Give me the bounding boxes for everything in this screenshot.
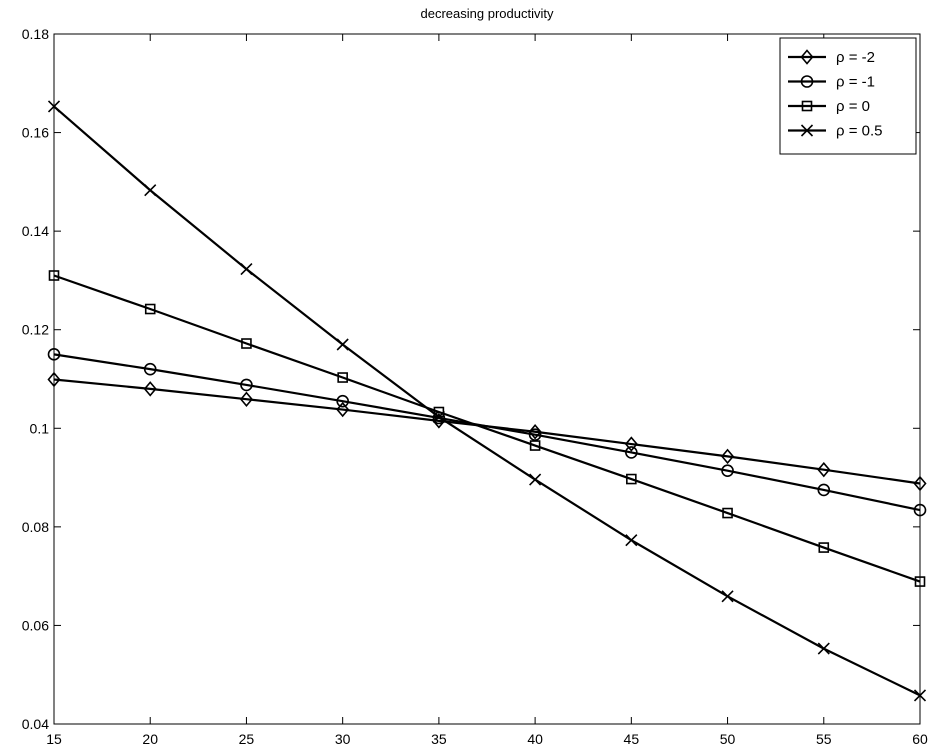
x-tick-label: 40: [527, 731, 543, 747]
data-point-circle: [528, 428, 542, 441]
legend-label: ρ = -1: [836, 74, 875, 91]
y-tick-label: 0.1: [30, 420, 50, 436]
data-point-circle: [47, 348, 61, 361]
data-point-circle: [817, 483, 831, 497]
data-point-diamond: [47, 371, 61, 388]
x-tick-label: 15: [46, 731, 62, 747]
x-tick-label: 20: [142, 731, 158, 747]
x-tick-label: 55: [816, 731, 832, 747]
data-point-x: [144, 184, 157, 197]
series-x: [47, 100, 927, 702]
data-point-x: [432, 410, 445, 424]
data-point-diamond: [239, 391, 253, 407]
y-tick-label: 0.12: [22, 322, 49, 338]
data-point-diamond: [913, 475, 927, 492]
data-point-square: [241, 338, 252, 349]
data-point-x: [625, 534, 638, 547]
data-point-diamond: [721, 448, 735, 465]
x-tick-label: 45: [624, 731, 640, 747]
legend-item: ρ = 0: [788, 98, 870, 115]
data-point-circle: [336, 394, 349, 408]
legend-label: ρ = -2: [836, 49, 875, 66]
series-line: [53, 378, 921, 485]
x-tick-label: 30: [335, 731, 351, 747]
y-tick-label: 0.06: [22, 617, 49, 633]
y-tick-label: 0.14: [22, 223, 49, 239]
data-point-diamond: [624, 436, 638, 452]
legend-marker-diamond: [800, 49, 814, 65]
data-point-square: [914, 576, 926, 587]
plot-area-frame: [53, 33, 921, 725]
series-line: [53, 353, 921, 512]
data-point-circle: [913, 503, 927, 517]
series-line: [53, 105, 921, 697]
x-tick-label: 25: [239, 731, 255, 747]
legend-label: ρ = 0.5: [836, 123, 882, 140]
legend-item: ρ = -1: [788, 74, 875, 91]
data-point-circle: [625, 446, 638, 459]
data-point-x: [47, 100, 61, 113]
legend: ρ = -2 ρ = -1 ρ = 0 ρ = 0.5: [779, 37, 917, 155]
data-point-diamond: [528, 423, 542, 440]
axis-ticks: 15 20 25 30 35 40 45 50 55 60 0.04 0.06 0.08 0.1 0.12 0…: [22, 26, 928, 747]
data-point-square: [337, 372, 348, 383]
data-point-x: [913, 689, 927, 702]
data-point-square: [48, 270, 60, 281]
data-point-circle: [721, 464, 734, 477]
series-layer: [47, 100, 927, 702]
x-tick-label: 60: [912, 731, 928, 747]
legend-marker-circle: [800, 75, 814, 88]
legend-item: ρ = -2: [788, 49, 875, 66]
series-line: [53, 274, 921, 583]
x-tick-label: 50: [720, 731, 736, 747]
y-tick-label: 0.04: [22, 716, 49, 732]
y-tick-label: 0.08: [22, 519, 49, 535]
data-point-circle: [240, 378, 253, 392]
x-tick-label: 35: [431, 731, 447, 747]
legend-item: ρ = 0.5: [788, 123, 882, 140]
series-diamond: [47, 371, 927, 492]
series-circle: [47, 348, 927, 517]
data-point-diamond: [817, 461, 831, 478]
y-tick-label: 0.18: [22, 26, 49, 42]
data-point-x: [721, 590, 734, 603]
data-point-x: [529, 473, 542, 486]
legend-marker-x: [800, 124, 814, 137]
data-point-square: [144, 303, 156, 315]
legend-label: ρ = 0: [836, 98, 870, 115]
chart-title: decreasing productivity: [421, 6, 554, 21]
data-point-square: [818, 542, 830, 553]
data-point-x: [336, 338, 349, 351]
data-point-diamond: [143, 381, 157, 397]
data-point-square: [722, 507, 733, 519]
legend-marker-square: [801, 100, 813, 112]
data-point-diamond: [336, 401, 350, 418]
data-point-x: [240, 263, 253, 276]
data-point-square: [529, 440, 541, 451]
y-tick-label: 0.16: [22, 125, 49, 141]
data-point-x: [817, 642, 830, 655]
data-point-square: [626, 473, 637, 485]
data-point-circle: [143, 362, 157, 376]
series-square: [48, 270, 926, 587]
